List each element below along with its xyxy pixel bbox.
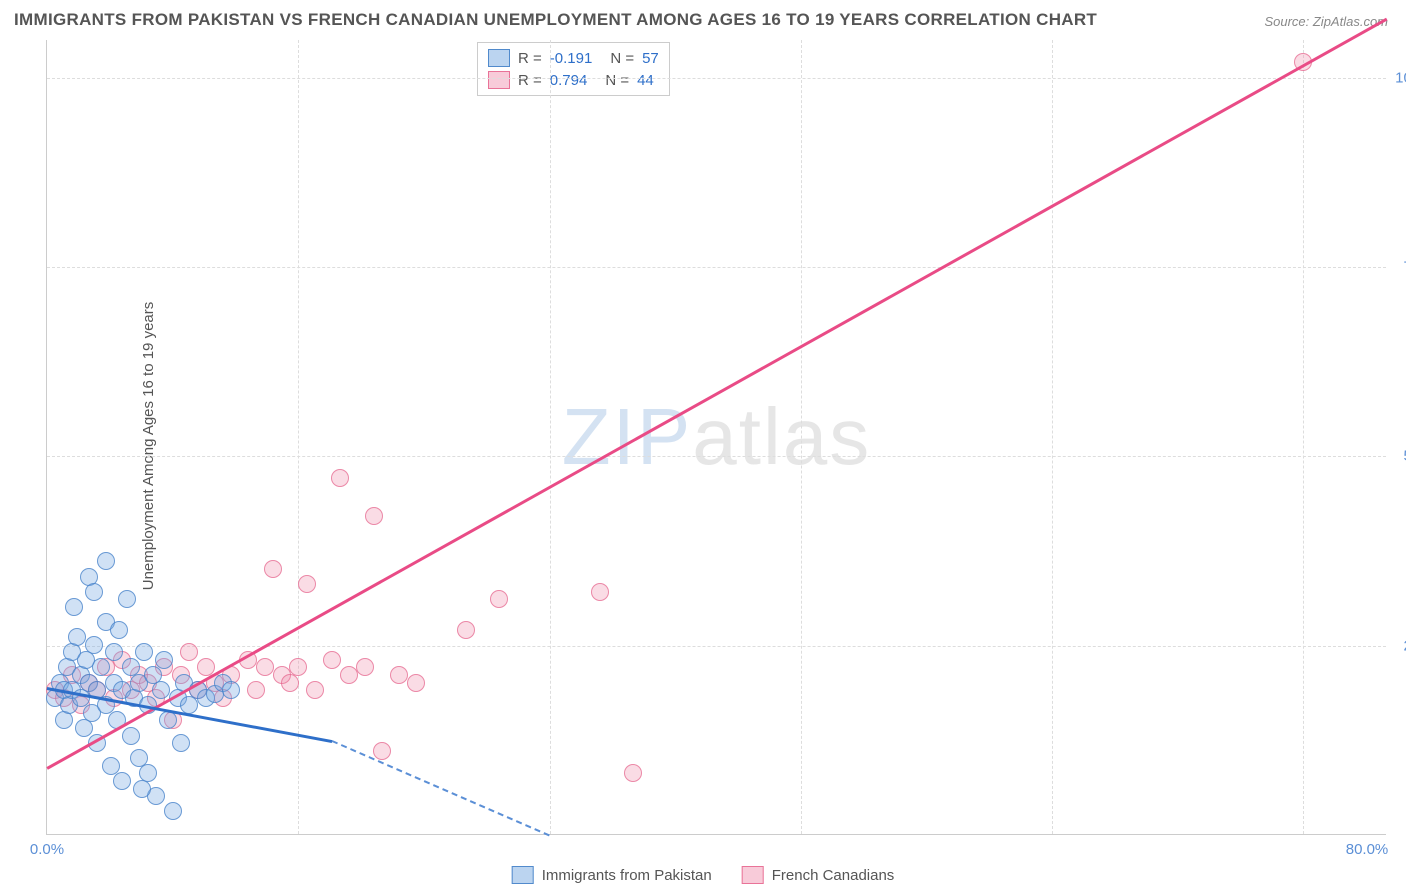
data-point-pink xyxy=(365,507,383,525)
legend-r-label: R = xyxy=(518,50,542,67)
data-point-blue xyxy=(68,628,86,646)
data-point-pink xyxy=(323,651,341,669)
data-point-blue xyxy=(172,734,190,752)
data-point-blue xyxy=(133,780,151,798)
data-point-pink xyxy=(490,590,508,608)
legend-r-value: -0.191 xyxy=(550,50,593,67)
gridline-horizontal xyxy=(47,267,1386,268)
trendline-pink xyxy=(46,17,1387,769)
data-point-blue xyxy=(85,636,103,654)
y-tick-label: 50.0% xyxy=(1391,448,1406,465)
gridline-horizontal xyxy=(47,78,1386,79)
series-legend: Immigrants from Pakistan French Canadians xyxy=(512,866,895,884)
y-tick-label: 100.0% xyxy=(1391,69,1406,86)
legend-row: R = 0.794 N = 44 xyxy=(488,69,659,91)
data-point-blue xyxy=(102,757,120,775)
gridline-horizontal xyxy=(47,646,1386,647)
data-point-pink xyxy=(306,681,324,699)
legend-r-value: 0.794 xyxy=(550,72,588,89)
watermark: ZIPatlas xyxy=(562,391,871,483)
data-point-pink xyxy=(624,764,642,782)
series-legend-item: French Canadians xyxy=(742,866,895,884)
legend-r-label: R = xyxy=(518,72,542,89)
y-tick-label: 75.0% xyxy=(1391,259,1406,276)
gridline-vertical xyxy=(298,40,299,834)
data-point-pink xyxy=(340,666,358,684)
data-point-pink xyxy=(331,469,349,487)
trendline-blue-extrapolated xyxy=(331,740,550,836)
legend-row: R = -0.191 N = 57 xyxy=(488,47,659,69)
chart-title: IMMIGRANTS FROM PAKISTAN VS FRENCH CANAD… xyxy=(14,10,1097,30)
gridline-vertical xyxy=(1052,40,1053,834)
data-point-pink xyxy=(407,674,425,692)
data-point-pink xyxy=(247,681,265,699)
data-point-pink xyxy=(373,742,391,760)
x-tick-label: 80.0% xyxy=(1346,841,1389,858)
legend-swatch-pink xyxy=(742,866,764,884)
data-point-blue xyxy=(85,583,103,601)
data-point-blue xyxy=(135,643,153,661)
data-point-pink xyxy=(298,575,316,593)
legend-n-label: N = xyxy=(610,50,634,67)
data-point-pink xyxy=(264,560,282,578)
data-point-blue xyxy=(105,643,123,661)
data-point-blue xyxy=(164,802,182,820)
watermark-atlas: atlas xyxy=(692,392,871,481)
x-tick-label: 0.0% xyxy=(30,841,64,858)
gridline-vertical xyxy=(550,40,551,834)
gridline-vertical xyxy=(801,40,802,834)
data-point-blue xyxy=(113,772,131,790)
data-point-pink xyxy=(591,583,609,601)
data-point-pink xyxy=(289,658,307,676)
data-point-pink xyxy=(180,643,198,661)
data-point-blue xyxy=(122,727,140,745)
scatter-plot-area: ZIPatlas R =-0.191N =57R =0.794N =44 25.… xyxy=(46,40,1386,835)
y-tick-label: 25.0% xyxy=(1391,637,1406,654)
series-legend-item: Immigrants from Pakistan xyxy=(512,866,712,884)
gridline-vertical xyxy=(1303,40,1304,834)
data-point-blue xyxy=(155,651,173,669)
data-point-pink xyxy=(256,658,274,676)
gridline-horizontal xyxy=(47,456,1386,457)
legend-n-value: 44 xyxy=(637,72,654,89)
data-point-blue xyxy=(118,590,136,608)
legend-swatch-blue xyxy=(512,866,534,884)
data-point-blue xyxy=(97,552,115,570)
data-point-pink xyxy=(390,666,408,684)
data-point-blue xyxy=(110,621,128,639)
series-legend-label: French Canadians xyxy=(772,867,895,884)
legend-swatch-blue xyxy=(488,49,510,67)
data-point-blue xyxy=(152,681,170,699)
data-point-pink xyxy=(356,658,374,676)
correlation-legend: R =-0.191N =57R =0.794N =44 xyxy=(477,42,670,96)
data-point-blue xyxy=(222,681,240,699)
series-legend-label: Immigrants from Pakistan xyxy=(542,867,712,884)
data-point-blue xyxy=(65,598,83,616)
legend-swatch-pink xyxy=(488,71,510,89)
legend-n-value: 57 xyxy=(642,50,659,67)
legend-n-label: N = xyxy=(605,72,629,89)
data-point-blue xyxy=(92,658,110,676)
data-point-blue xyxy=(159,711,177,729)
data-point-pink xyxy=(457,621,475,639)
